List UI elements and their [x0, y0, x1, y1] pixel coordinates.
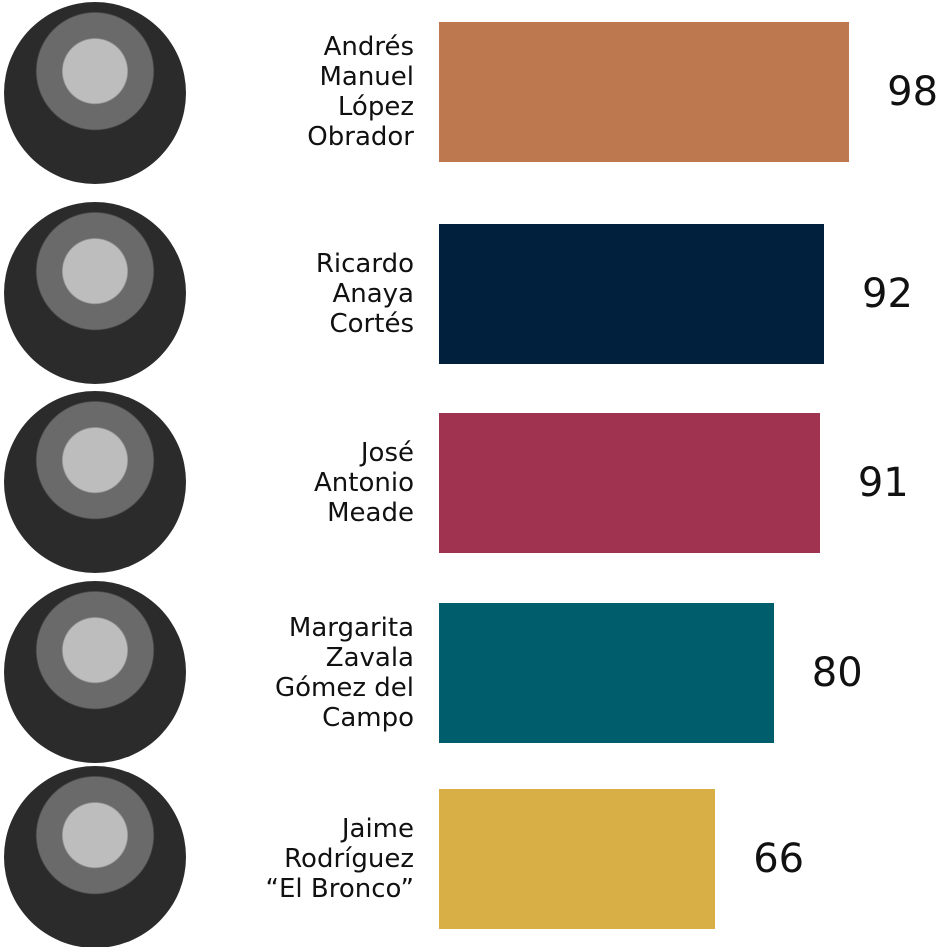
- bar: [439, 789, 715, 929]
- category-label: Ricardo Anaya Cortés: [154, 249, 414, 339]
- value-label: 66: [753, 839, 804, 879]
- category-label: Jaime Rodríguez “El Bronco”: [154, 814, 414, 904]
- chart: Andrés Manuel López Obrador 98 Ricardo Ana…: [0, 0, 944, 947]
- category-label: José Antonio Meade: [154, 438, 414, 528]
- value-label: 92: [862, 274, 913, 314]
- value-label: 98: [887, 72, 938, 112]
- category-label: Andrés Manuel López Obrador: [154, 32, 414, 152]
- bar: [439, 224, 824, 364]
- value-label: 80: [812, 653, 863, 693]
- bar: [439, 603, 774, 743]
- bar: [439, 413, 820, 553]
- category-label: Margarita Zavala Gómez del Campo: [154, 613, 414, 733]
- bar: [439, 22, 849, 162]
- value-label: 91: [858, 463, 909, 503]
